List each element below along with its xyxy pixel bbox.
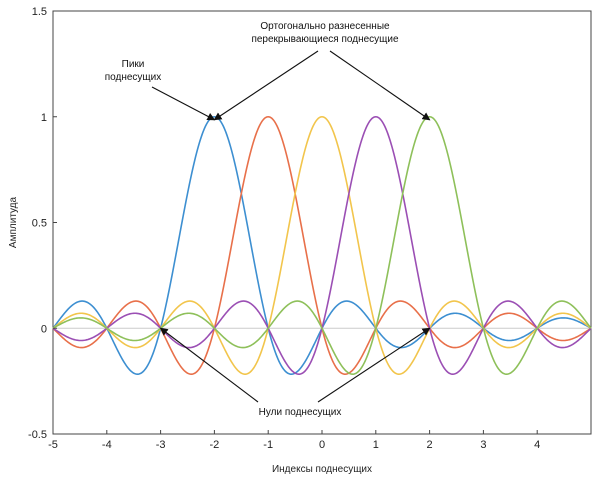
series-line-3 — [52, 115, 592, 375]
y-axis-ticks: -0.5 0 0.5 1 1.5 — [28, 6, 57, 441]
x-tick-label: 0 — [319, 439, 325, 451]
x-tick-label: -1 — [263, 439, 273, 451]
y-tick-label: 0 — [41, 323, 47, 335]
series-line-2 — [52, 115, 592, 375]
annotation-arrow — [159, 327, 259, 403]
series-line-1 — [52, 115, 592, 375]
x-tick-label: -5 — [48, 439, 58, 451]
y-tick-label: 1 — [41, 112, 47, 124]
annotation-text: перекрывающиеся поднесущие — [251, 34, 399, 45]
series-line-4 — [52, 115, 592, 375]
series-group — [52, 115, 592, 375]
x-axis-ticks: -5 -4 -3 -2 -1 0 1 2 3 4 — [48, 430, 540, 451]
annotation-arrow — [317, 327, 431, 403]
annotation-arrow — [329, 50, 431, 121]
x-tick-label: -2 — [210, 439, 220, 451]
x-tick-label: -4 — [102, 439, 112, 451]
annotation-arrow — [213, 50, 319, 121]
series-line-0 — [52, 115, 592, 375]
y-tick-label: 0.5 — [32, 218, 47, 230]
x-tick-label: 3 — [480, 439, 486, 451]
annotations-group: Ортогонально разнесенные перекрывающиеся … — [105, 21, 431, 418]
x-tick-label: 1 — [373, 439, 379, 451]
annotation-text: Ортогонально разнесенные — [260, 21, 390, 32]
x-axis-label: Индексы поднесущих — [272, 464, 372, 475]
y-tick-label: 1.5 — [32, 6, 47, 18]
y-axis-label: Амплитуда — [8, 196, 19, 248]
x-tick-label: 2 — [427, 439, 433, 451]
x-tick-label: 4 — [534, 439, 540, 451]
annotation-arrow — [151, 86, 216, 121]
x-tick-label: -3 — [156, 439, 166, 451]
annotation-text: Нули поднесущих — [259, 407, 342, 418]
y-tick-label: -0.5 — [28, 429, 47, 441]
annotation-text: Пики — [122, 59, 145, 70]
annotation-text: поднесущих — [105, 72, 162, 83]
